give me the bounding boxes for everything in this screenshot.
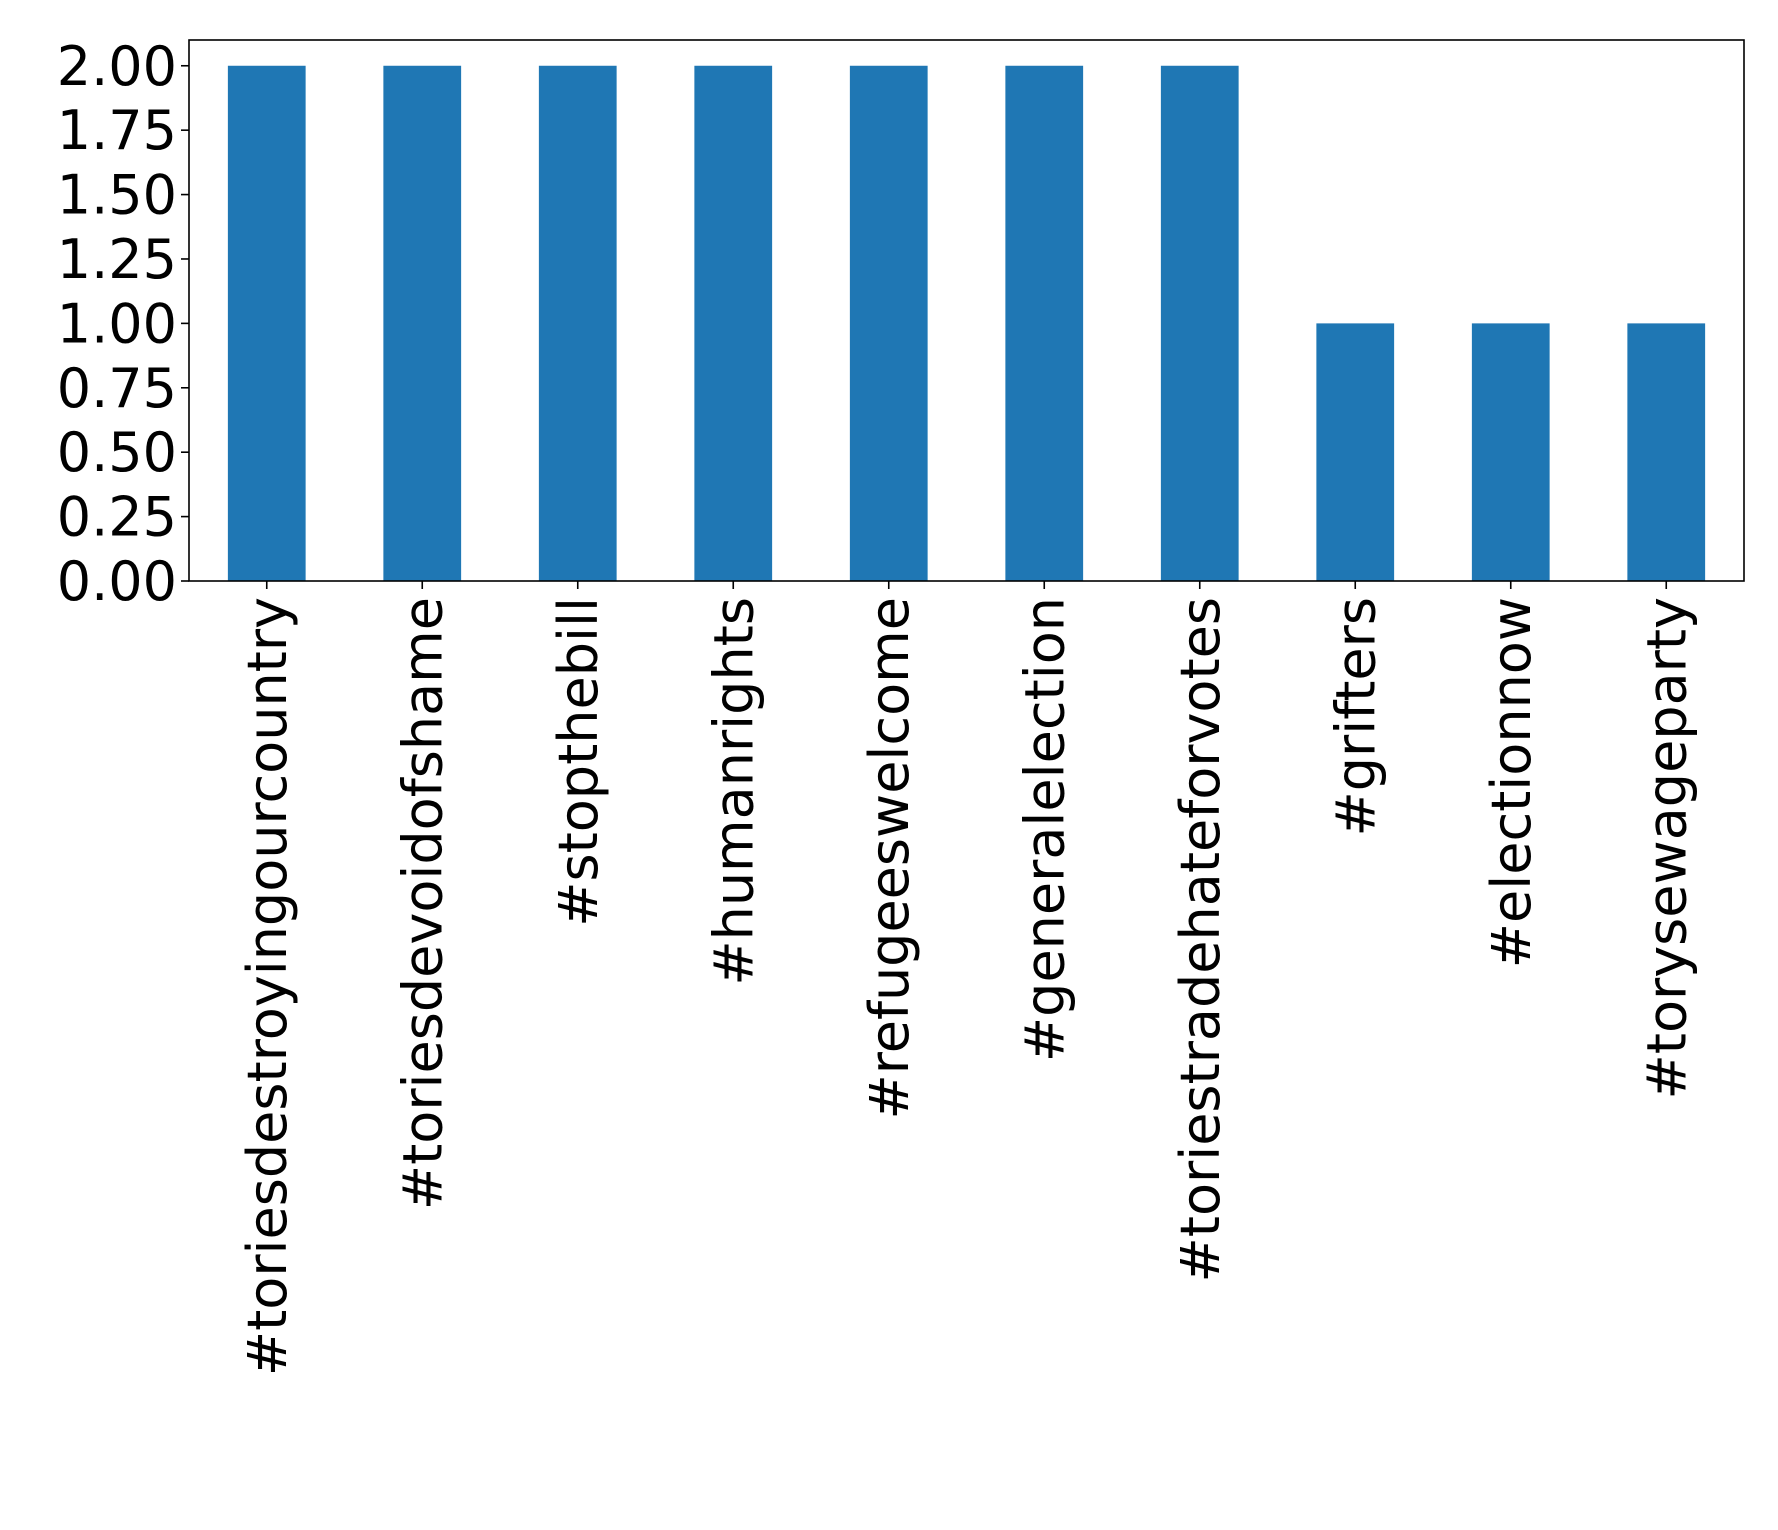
- bar: [1316, 323, 1395, 581]
- bars-layer: [227, 65, 1706, 581]
- x-axis: #toriesdestroyingourcountry #toriesdevoid…: [236, 581, 1698, 1376]
- bar: [694, 65, 773, 581]
- x-tick-label: #stopthebill: [547, 597, 610, 927]
- x-tick-label: #torysewageparty: [1635, 597, 1698, 1099]
- bar: [849, 65, 928, 581]
- x-tick-label: #grifters: [1324, 597, 1387, 837]
- y-tick-label: 2.00: [57, 35, 177, 98]
- y-tick-label: 1.75: [57, 99, 177, 162]
- y-tick-label: 1.00: [57, 292, 177, 355]
- y-tick-label: 0.25: [57, 486, 177, 549]
- y-tick-label: 1.50: [57, 164, 177, 227]
- x-tick-label: #refugeeswelcome: [858, 597, 921, 1120]
- bar: [1160, 65, 1239, 581]
- y-tick-label: 0.00: [57, 550, 177, 613]
- bar: [227, 65, 306, 581]
- y-tick-label: 0.50: [57, 421, 177, 484]
- bar: [1005, 65, 1084, 581]
- y-tick-label: 1.25: [57, 228, 177, 291]
- y-axis: 0.000.250.500.751.001.251.501.752.00: [57, 35, 189, 613]
- x-tick-label: #generalelection: [1013, 597, 1076, 1062]
- bar: [1471, 323, 1550, 581]
- bar: [1627, 323, 1706, 581]
- bar: [383, 65, 462, 581]
- bar: [538, 65, 617, 581]
- x-tick-label: #toriesdestroyingourcountry: [236, 597, 299, 1376]
- x-tick-label: #toriesdevoidofshame: [391, 597, 454, 1210]
- x-tick-label: #electionnow: [1480, 597, 1543, 968]
- x-tick-label: #toriestradehateforvotes: [1169, 597, 1232, 1282]
- x-tick-label: #humanrights: [702, 597, 765, 986]
- y-tick-label: 0.75: [57, 357, 177, 420]
- plot-frame: [188, 39, 1745, 582]
